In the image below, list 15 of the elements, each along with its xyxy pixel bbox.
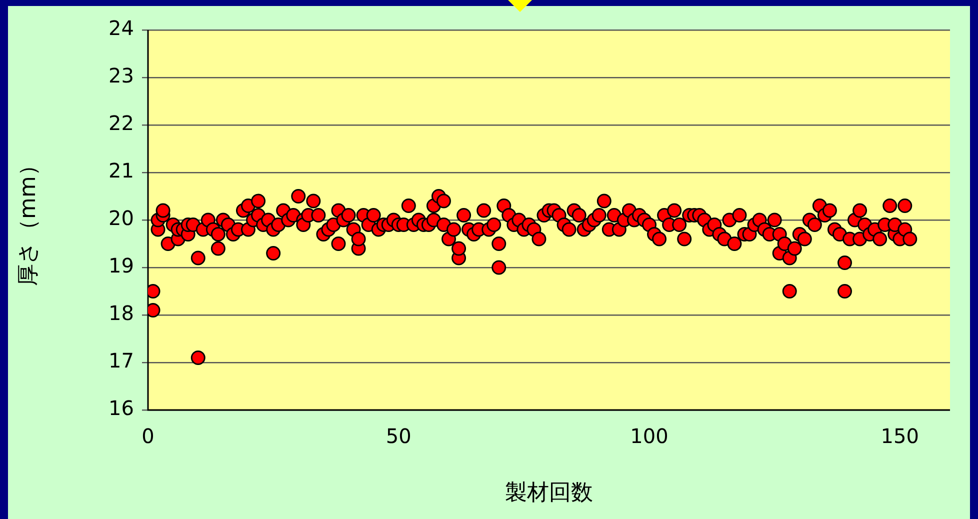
y-tick-label: 24 xyxy=(108,16,134,40)
x-tick-label: 100 xyxy=(630,424,668,448)
x-tick-label: 50 xyxy=(386,424,412,448)
y-tick-label: 23 xyxy=(108,64,134,88)
y-tick-label: 20 xyxy=(108,206,134,230)
y-tick-label: 17 xyxy=(108,348,134,373)
y-tick-label: 21 xyxy=(108,158,134,183)
x-axis-title: 製材回数 xyxy=(505,480,593,506)
y-tick-label: 22 xyxy=(108,111,134,136)
x-tick-label: 150 xyxy=(880,424,919,448)
y-tick-label: 16 xyxy=(108,396,134,420)
y-tick-label: 19 xyxy=(108,254,134,278)
x-tick-label: 0 xyxy=(142,424,154,448)
y-axis-title: 厚さ（mm） xyxy=(16,154,41,286)
y-tick-label: 18 xyxy=(108,301,134,326)
